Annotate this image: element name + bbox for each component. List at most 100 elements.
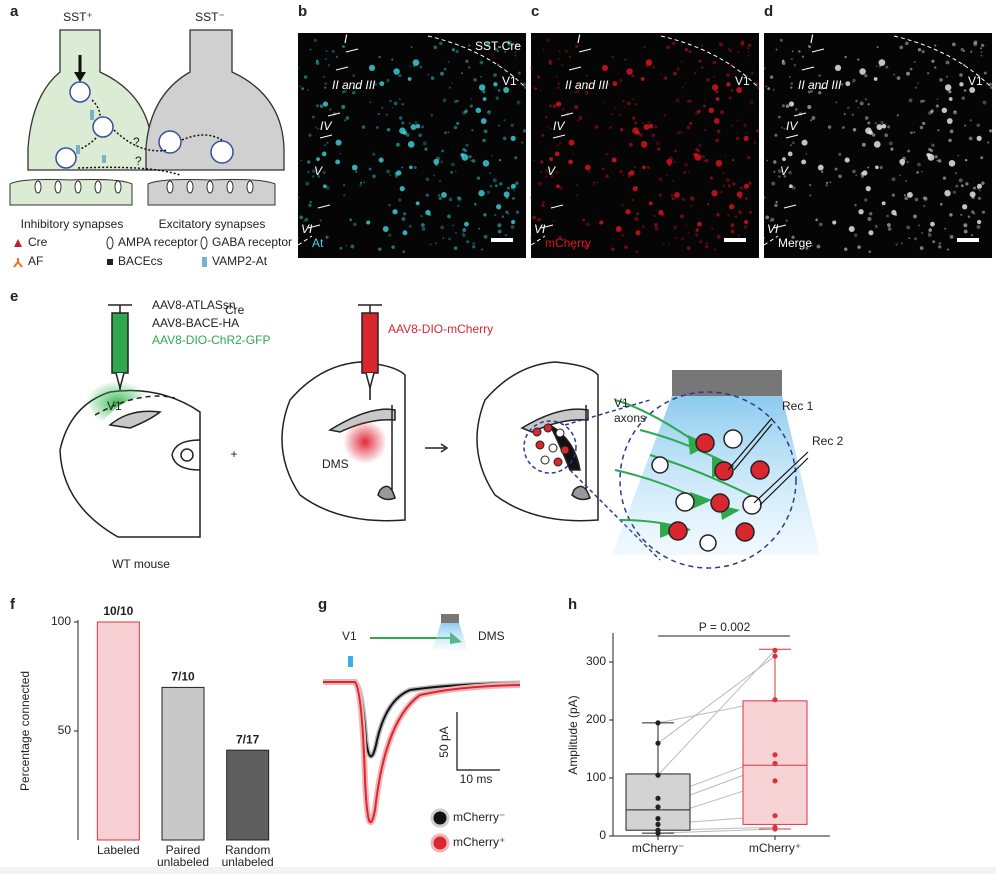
- cell: [425, 193, 429, 197]
- cell: [749, 100, 754, 105]
- cell: [576, 194, 579, 197]
- cell: [515, 181, 519, 185]
- cell: [324, 144, 326, 146]
- cell: [476, 176, 481, 180]
- cell: [578, 244, 581, 247]
- cell: [424, 148, 428, 151]
- cell: [896, 76, 901, 80]
- panel-e-drawing: [59, 345, 820, 569]
- cell: [447, 214, 451, 219]
- cell: [466, 240, 470, 244]
- layer-tick: [811, 48, 825, 53]
- cell: [694, 111, 699, 115]
- legend-label: BACEcs: [118, 254, 163, 268]
- cell: [906, 160, 909, 164]
- cell: [687, 232, 690, 235]
- cell: [922, 99, 926, 103]
- cell: [855, 99, 858, 103]
- cell: [402, 230, 408, 236]
- cell: [973, 42, 978, 47]
- cell: [777, 169, 782, 174]
- cell: [424, 147, 428, 151]
- cell: [939, 78, 943, 82]
- cell: [473, 78, 477, 82]
- cell: [726, 73, 730, 77]
- cell: [322, 184, 327, 189]
- point: [772, 760, 778, 767]
- cell: [972, 186, 977, 190]
- cell: [507, 42, 512, 47]
- cell: [489, 172, 492, 175]
- cell: [777, 175, 781, 178]
- cell: [408, 122, 411, 125]
- label: DMS: [478, 629, 505, 643]
- cell: [549, 61, 553, 65]
- cell: [618, 113, 622, 116]
- cell: [747, 156, 751, 160]
- cell: [726, 82, 731, 87]
- legend-icon: [13, 258, 23, 268]
- cell: [774, 133, 778, 137]
- cell: [864, 116, 869, 120]
- cell: [456, 196, 460, 200]
- cell: [989, 85, 993, 89]
- panel-label: c: [531, 3, 539, 20]
- cell: [737, 234, 741, 237]
- cell: [602, 101, 605, 104]
- cell: [319, 104, 324, 108]
- cell: [716, 213, 720, 217]
- cell: [666, 174, 668, 177]
- cell: [534, 87, 538, 90]
- cell: [368, 167, 372, 171]
- cell: [462, 228, 467, 232]
- cell: [861, 175, 864, 178]
- label: AAV8-DIO-ChR2-GFP: [152, 333, 270, 347]
- cell: [555, 170, 559, 175]
- cell: [343, 89, 347, 93]
- legend-icon: [200, 236, 208, 250]
- cell: [386, 127, 391, 132]
- cell: [503, 191, 510, 198]
- cell: [747, 54, 750, 57]
- legend-label: GABA receptor: [212, 235, 292, 249]
- cell: [434, 242, 437, 245]
- cell: [662, 243, 665, 246]
- cell: [544, 169, 549, 174]
- cell: [414, 121, 418, 124]
- cell: [914, 237, 917, 241]
- cell: [976, 183, 982, 189]
- cell: [315, 62, 318, 65]
- syringes: [108, 304, 382, 391]
- cell: [939, 202, 943, 206]
- cell: [523, 85, 527, 89]
- cell: [652, 65, 656, 69]
- y-tick-label: 0: [599, 828, 606, 842]
- panel-g-drawing: [323, 614, 521, 853]
- cell: [648, 123, 654, 129]
- cell: [577, 119, 580, 122]
- cell: [357, 86, 360, 89]
- cell: [913, 214, 917, 219]
- cell: [672, 180, 674, 182]
- cell: [973, 40, 978, 45]
- cell: [787, 151, 793, 157]
- cell: [732, 182, 736, 186]
- cell: [715, 90, 719, 94]
- panel-label: f: [10, 596, 16, 613]
- cell: [585, 91, 589, 95]
- cell: [703, 98, 706, 101]
- cell: [979, 47, 982, 50]
- cell: [818, 91, 822, 95]
- cell: [980, 43, 985, 48]
- cell: [968, 136, 973, 141]
- cell: [494, 47, 498, 52]
- label: V1: [107, 399, 122, 413]
- cell: [867, 216, 872, 221]
- cell: [965, 182, 969, 186]
- cell: [619, 81, 621, 83]
- layer-label: I: [344, 32, 348, 46]
- cell: [327, 63, 331, 67]
- cell: [612, 81, 618, 87]
- legend-label: AF: [28, 254, 43, 268]
- cell: [359, 183, 363, 187]
